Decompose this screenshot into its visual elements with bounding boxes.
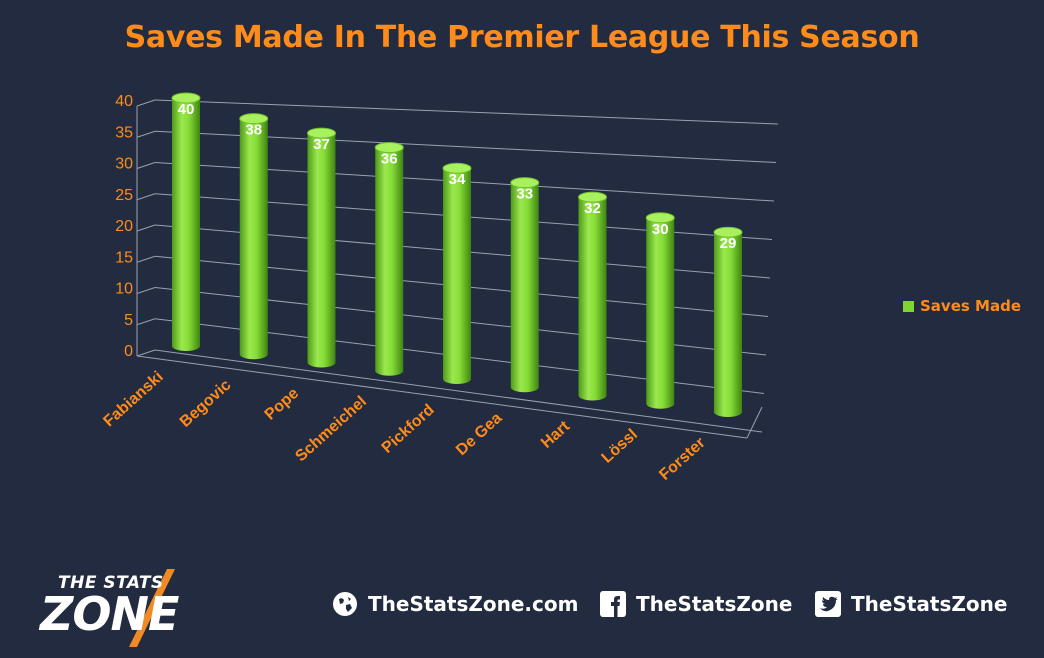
gridline-wall — [136, 130, 156, 138]
bar-hart — [578, 191, 607, 401]
gridline-wall — [136, 193, 156, 201]
facebook-icon — [600, 591, 626, 617]
x-tick-label: Schmeichel — [292, 393, 369, 465]
stats-zone-logo: THE STATS ZONE — [40, 569, 220, 647]
bar-begovic — [239, 113, 269, 360]
website-text: TheStatsZone.com — [368, 592, 579, 616]
x-tick-label: De Gea — [453, 410, 505, 460]
legend: Saves Made — [903, 297, 1021, 315]
y-tick-label: 15 — [115, 249, 133, 266]
footer: THE STATS ZONE TheStatsZone.com TheStats… — [0, 555, 1044, 658]
y-tick-label: 20 — [115, 218, 133, 235]
x-tick-label: Forster — [656, 434, 708, 484]
y-tick-label: 30 — [115, 156, 133, 173]
gridline-wall — [136, 255, 156, 263]
bar-lssl — [645, 212, 675, 409]
y-tick-label: 0 — [124, 343, 133, 360]
gridline-wall — [136, 162, 156, 169]
legend-swatch — [903, 300, 914, 312]
x-tick-label: Begovic — [177, 377, 235, 431]
y-tick-label: 10 — [115, 281, 133, 298]
x-tick-label: Pope — [262, 385, 303, 424]
facebook-text: TheStatsZone — [636, 592, 793, 616]
globe-icon — [332, 591, 358, 617]
facebook-link[interactable]: TheStatsZone — [600, 591, 792, 617]
bar-forster — [713, 226, 743, 417]
chart-title: Saves Made In The Premier League This Se… — [124, 20, 920, 55]
gridline — [154, 99, 779, 125]
bar-schmeichel — [374, 142, 404, 376]
bar-pickford — [442, 162, 472, 384]
data-label: 34 — [449, 171, 466, 188]
logo-top-text: THE STATS — [58, 573, 164, 593]
data-label: 29 — [720, 235, 737, 252]
gridline-wall — [136, 224, 156, 232]
x-tick-label: Fabianski — [100, 368, 166, 430]
y-tick-label: 25 — [115, 187, 133, 204]
bar-fabianski — [171, 92, 201, 351]
bar-pope — [307, 127, 336, 368]
x-tick-label: Pickford — [379, 401, 438, 456]
website-link[interactable]: TheStatsZone.com — [332, 591, 578, 617]
bar-degea — [510, 177, 540, 393]
gridline-wall — [136, 349, 156, 357]
data-label: 40 — [178, 101, 195, 118]
x-tick-label: Lössl — [598, 426, 640, 467]
gridline-wall — [136, 99, 156, 107]
twitter-link[interactable]: TheStatsZone — [815, 591, 1007, 617]
twitter-icon — [815, 591, 841, 617]
data-label: 37 — [313, 136, 330, 153]
y-tick-label: 35 — [115, 124, 133, 141]
data-label: 33 — [516, 186, 533, 203]
data-label: 32 — [584, 200, 601, 217]
data-label: 38 — [245, 122, 262, 139]
data-label: 30 — [652, 221, 669, 238]
twitter-text: TheStatsZone — [851, 592, 1008, 616]
data-label: 36 — [381, 151, 398, 168]
x-tick-label: Hart — [538, 417, 574, 452]
chart-plot: 0 5 10 15 20 25 30 35 40 40 Fabianski 38 Begovic 37 P… — [100, 92, 779, 484]
gridline-wall — [136, 287, 156, 294]
y-tick-label: 5 — [124, 312, 133, 329]
logo-bottom-text: ZONE — [40, 587, 179, 641]
x-axis-line — [136, 355, 748, 439]
gridline — [154, 349, 763, 433]
floor-right-edge — [746, 406, 763, 439]
gridline-wall — [136, 318, 156, 326]
legend-label: Saves Made — [920, 297, 1021, 315]
y-tick-label: 40 — [115, 93, 133, 110]
